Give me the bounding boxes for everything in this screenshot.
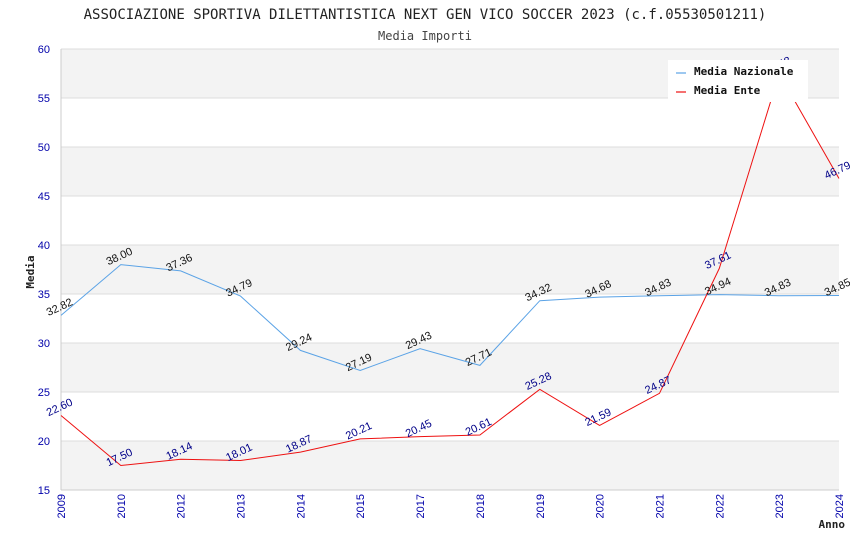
x-tick-label: 2009: [56, 494, 68, 518]
x-tick-label: 2023: [774, 494, 786, 518]
x-tick-label: 2013: [236, 494, 248, 518]
x-axis-label: Anno: [819, 518, 846, 531]
grid-band: [61, 343, 839, 392]
plot-bands: [61, 49, 839, 490]
y-tick-label: 45: [38, 191, 50, 203]
data-label: 21.59: [583, 406, 613, 429]
y-tick-label: 35: [38, 289, 50, 301]
legend-label-ente: Media Ente: [694, 84, 761, 97]
x-tick-label: 2017: [415, 494, 427, 518]
series-lines: [60, 72, 840, 467]
grid-band: [61, 441, 839, 490]
x-tick-label: 2018: [475, 494, 487, 518]
series-line-nazionale: [60, 264, 840, 372]
y-tick-label: 55: [38, 93, 50, 105]
series-line-ente: [60, 72, 840, 467]
x-tick-label: 2020: [595, 494, 607, 518]
x-tick-label: 2014: [295, 494, 307, 518]
x-tick-label: 2022: [714, 494, 726, 518]
x-tick-label: 2015: [355, 494, 367, 518]
data-label: 22.60: [45, 397, 75, 420]
grid-band: [61, 147, 839, 196]
x-tick-label: 2012: [176, 494, 188, 518]
y-tick-label: 40: [38, 240, 50, 252]
x-tick-labels: 2009 2010 2012 2013 2014 2015 2017 2018 2019 2020…: [56, 494, 846, 518]
x-tick-label: 2019: [535, 494, 547, 518]
x-tick-label: 2024: [834, 494, 846, 518]
x-tick-label: 2021: [654, 494, 666, 518]
y-axis-label: Media: [24, 255, 37, 288]
y-tick-label: 15: [38, 485, 50, 497]
chart-title: ASSOCIAZIONE SPORTIVA DILETTANTISTICA NE…: [84, 7, 767, 23]
y-tick-label: 20: [38, 436, 50, 448]
grid-lines: [61, 48, 839, 491]
legend-label-nazionale: Media Nazionale: [694, 65, 794, 78]
y-tick-label: 50: [38, 142, 50, 154]
y-tick-label: 25: [38, 387, 50, 399]
y-tick-label: 60: [38, 44, 50, 56]
grid-band: [61, 245, 839, 294]
x-tick-label: 2010: [116, 494, 128, 518]
chart-subtitle: Media Importi: [378, 29, 472, 43]
axes: [60, 49, 839, 491]
y-tick-label: 30: [38, 338, 50, 350]
y-tick-labels: 15 20 25 30 35 40 45 50 55 60: [38, 44, 50, 497]
legend-box: [668, 60, 808, 102]
legend: Media Nazionale Media Ente: [668, 60, 808, 102]
